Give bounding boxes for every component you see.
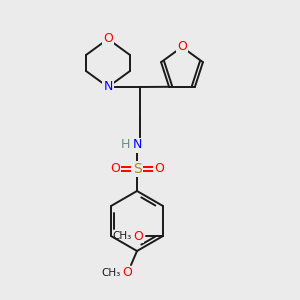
Text: O: O bbox=[177, 40, 187, 53]
Text: N: N bbox=[103, 80, 113, 94]
Text: CH₃: CH₃ bbox=[101, 268, 121, 278]
Text: S: S bbox=[133, 162, 141, 176]
Text: CH₃: CH₃ bbox=[112, 231, 132, 241]
Text: H: H bbox=[121, 139, 130, 152]
Text: N: N bbox=[132, 139, 142, 152]
Text: O: O bbox=[133, 230, 143, 242]
Text: O: O bbox=[122, 266, 132, 280]
Text: O: O bbox=[154, 163, 164, 176]
Text: O: O bbox=[110, 163, 120, 176]
Text: O: O bbox=[103, 32, 113, 46]
